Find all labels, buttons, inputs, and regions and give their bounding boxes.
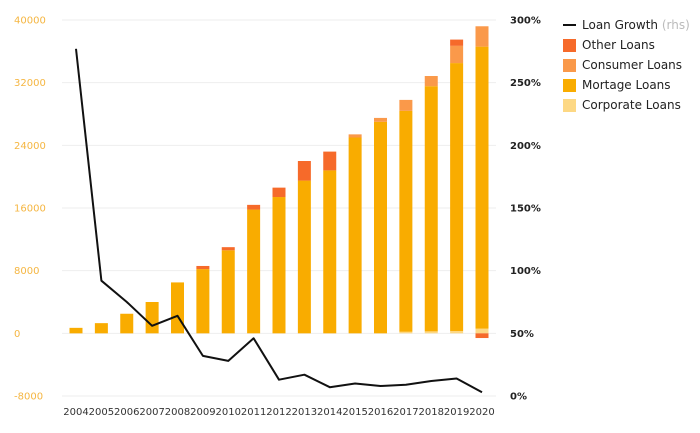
right-tick-label: 250% [510, 78, 541, 89]
legend-label-consumer-loans: Consumer Loans [582, 58, 682, 72]
bar-consumer-loans [450, 45, 464, 64]
x-tick-label: 2004 [63, 407, 88, 418]
left-tick-label: 0 [14, 329, 20, 340]
bar-corporate-loans [399, 331, 413, 334]
x-tick-label: 2020 [469, 407, 494, 418]
bar-mortage-loans [120, 313, 134, 334]
left-axis: -8000 0 8000 16000 24000 32000 40000 [14, 16, 46, 403]
bar-mortage-loans [348, 137, 362, 334]
left-tick-label: 40000 [14, 16, 46, 27]
legend-label-other-loans: Other Loans [582, 38, 655, 52]
bar-mortage-loans [450, 63, 464, 331]
bar-corporate-loans [424, 331, 438, 334]
bar-consumer-loans [475, 26, 489, 47]
x-tick-label: 2018 [419, 407, 444, 418]
x-tick-label: 2008 [165, 407, 190, 418]
bar-consumer-loans [399, 99, 413, 111]
bar-other-loans [247, 204, 261, 210]
x-tick-label: 2012 [266, 407, 291, 418]
bar-consumer-loans [374, 117, 387, 122]
bar-other-loans [221, 247, 235, 251]
x-axis: 2004 2005 2006 2007 2008 2009 2010 2011 2012 2013… [63, 407, 494, 418]
right-tick-label: 200% [510, 141, 541, 152]
bar-other-loans [450, 39, 464, 46]
right-tick-label: 50% [510, 329, 534, 340]
bar-mortage-loans [272, 197, 286, 334]
left-tick-label: 24000 [14, 141, 46, 152]
bar-consumer-loans [424, 76, 438, 87]
bar-mortage-loans [374, 121, 387, 334]
legend-label-loan-growth: Loan Growth (rhs) [582, 18, 690, 32]
right-tick-label: 100% [510, 266, 541, 277]
legend-label-mortage-loans: Mortage Loans [582, 78, 671, 92]
left-tick-label: 8000 [14, 266, 39, 277]
x-tick-label: 2013 [292, 407, 317, 418]
bar-other-loans [272, 187, 286, 198]
bar-other-loans [475, 333, 489, 339]
x-tick-label: 2005 [89, 407, 114, 418]
bar-mortage-loans [247, 209, 261, 334]
right-axis: 0% 50% 100% 150% 200% 250% 300% [510, 16, 541, 403]
bar-mortage-loans [94, 323, 108, 334]
legend-swatch-consumer-loans [563, 59, 576, 72]
bar-other-loans [297, 161, 311, 181]
bar-corporate-loans [450, 330, 464, 334]
bar-mortage-loans [69, 327, 83, 334]
bar-mortage-loans [145, 302, 159, 334]
x-tick-label: 2009 [190, 407, 215, 418]
bar-mortage-loans [196, 269, 210, 334]
x-tick-label: 2014 [317, 407, 342, 418]
right-tick-label: 300% [510, 16, 541, 27]
bar-mortage-loans [221, 250, 235, 334]
legend-swatch-mortage-loans [563, 79, 576, 92]
bar-corporate-loans [475, 328, 489, 334]
bar-other-loans [323, 151, 337, 171]
legend: Loan Growth (rhs) Other Loans Consumer Loa… [563, 18, 690, 112]
x-tick-label: 2007 [139, 407, 164, 418]
x-tick-label: 2011 [241, 407, 266, 418]
right-tick-label: 150% [510, 204, 541, 215]
bar-other-loans [196, 265, 210, 270]
left-tick-label: -8000 [14, 392, 43, 403]
x-tick-label: 2015 [342, 407, 367, 418]
left-tick-label: 16000 [14, 204, 46, 215]
loan-growth-line [75, 48, 483, 394]
bar-mortage-loans [475, 46, 489, 329]
bar-mortage-loans [424, 86, 438, 332]
bar-mortage-loans [171, 282, 184, 334]
legend-swatch-corporate-loans [563, 99, 576, 112]
right-tick-label: 0% [510, 392, 527, 403]
loan-growth-line-group [75, 48, 483, 394]
legend-label-corporate-loans: Corporate Loans [582, 98, 681, 112]
bars [69, 26, 489, 339]
x-tick-label: 2017 [393, 407, 418, 418]
bar-mortage-loans [323, 170, 337, 334]
x-tick-label: 2006 [114, 407, 139, 418]
x-tick-label: 2016 [368, 407, 393, 418]
bar-mortage-loans [399, 110, 413, 332]
bar-consumer-loans [348, 134, 362, 138]
legend-note: (rhs) [658, 18, 690, 32]
x-tick-label: 2010 [216, 407, 241, 418]
left-tick-label: 32000 [14, 78, 46, 89]
legend-swatch-other-loans [563, 39, 576, 52]
bar-mortage-loans [297, 180, 311, 334]
x-tick-label: 2019 [444, 407, 469, 418]
